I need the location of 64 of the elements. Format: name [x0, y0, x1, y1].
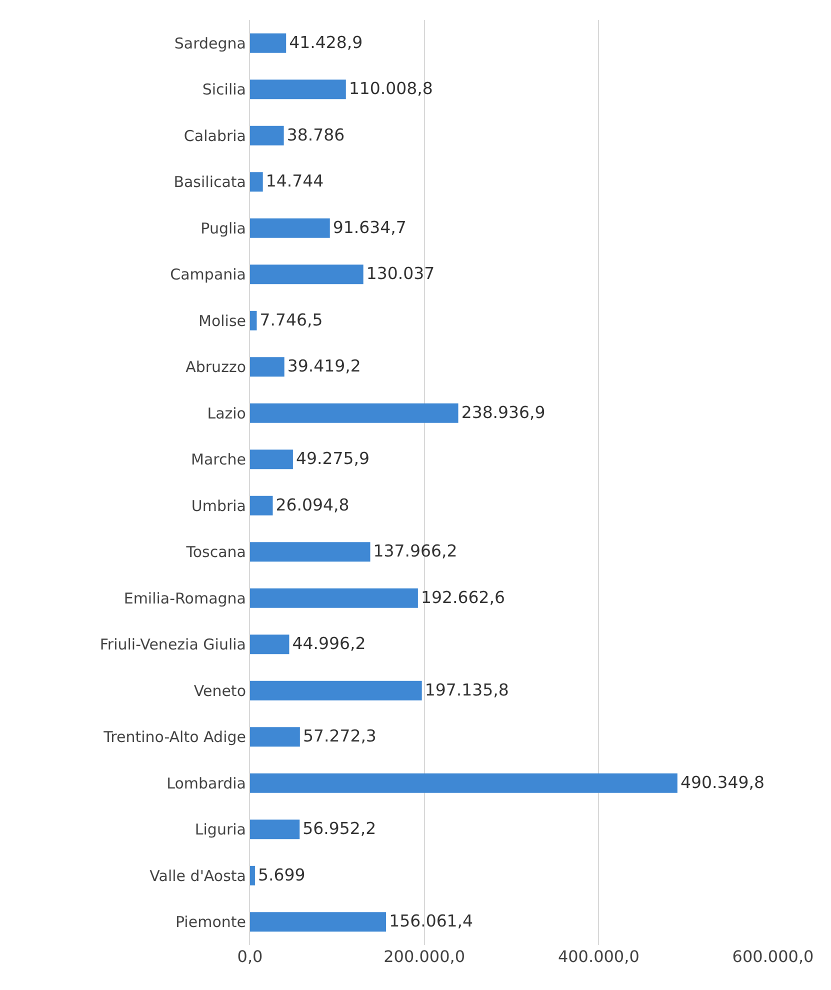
- x-tick-label: 200.000,0: [384, 947, 466, 966]
- y-tick-label: Piemonte: [175, 913, 246, 932]
- y-tick-label: Basilicata: [174, 173, 246, 192]
- y-tick-label: Campania: [170, 266, 246, 284]
- y-tick-label: Marche: [191, 450, 246, 469]
- bar: [250, 218, 330, 238]
- bar: [250, 727, 300, 747]
- bar: [250, 33, 286, 53]
- bar: [250, 773, 678, 793]
- y-tick-label: Veneto: [194, 682, 246, 700]
- bar: [250, 450, 293, 470]
- data-label: 14.744: [266, 172, 324, 191]
- bar: [250, 126, 284, 146]
- y-tick-label: Umbria: [191, 496, 246, 515]
- data-label: 26.094,8: [276, 495, 350, 514]
- bar: [250, 542, 370, 562]
- bar: [250, 588, 418, 608]
- bar: [250, 80, 346, 100]
- data-label: 238.936,9: [461, 402, 546, 422]
- bar: [250, 264, 364, 284]
- bar: [250, 680, 422, 700]
- y-tick-label: Puglia: [200, 219, 246, 238]
- y-tick-label: Liguria: [194, 820, 246, 839]
- data-label: 39.419,2: [287, 356, 361, 376]
- bar: [250, 820, 300, 840]
- bar: [250, 172, 263, 192]
- y-tick-label: Emilia-Romagna: [124, 589, 246, 608]
- data-label: 49.275,9: [296, 449, 370, 468]
- data-label: 41.428,9: [289, 32, 363, 52]
- y-tick-label: Friuli-Venezia Giulia: [100, 636, 246, 654]
- y-tick-label: Trentino-Alto Adige: [102, 728, 246, 746]
- y-tick-label: Abruzzo: [186, 358, 246, 376]
- data-label: 110.008,8: [348, 79, 433, 98]
- y-tick-label: Valle d'Aosta: [150, 866, 246, 885]
- data-label: 137.966,2: [373, 542, 458, 561]
- data-label: 490.349,8: [680, 772, 764, 792]
- data-label: 57.272,3: [302, 726, 376, 746]
- y-tick-label: Lombardia: [166, 774, 246, 792]
- y-tick-label: Sardegna: [174, 34, 246, 52]
- bar: [250, 403, 458, 423]
- bar: [250, 496, 273, 516]
- data-label: 130.037: [366, 264, 435, 284]
- y-tick-label: Lazio: [207, 404, 246, 422]
- y-tick-label: Molise: [198, 312, 246, 330]
- y-tick-label: Toscana: [185, 543, 246, 562]
- x-tick-label: 0,0: [237, 947, 263, 966]
- data-label: 5.699: [258, 865, 306, 884]
- data-label: 91.634,7: [332, 218, 406, 237]
- data-label: 38.786: [286, 125, 345, 144]
- y-tick-label: Sicilia: [202, 80, 246, 99]
- bar: [250, 310, 257, 330]
- x-tick-label: 400.000,0: [558, 947, 640, 966]
- bar: [250, 634, 290, 654]
- x-tick-label: 600.000,0: [732, 947, 814, 966]
- bar: [250, 912, 386, 932]
- bar: [250, 357, 284, 377]
- data-label: 7.746,5: [260, 310, 323, 330]
- bar: [250, 866, 255, 886]
- data-label: 44.996,2: [292, 634, 366, 654]
- data-label: 156.061,4: [389, 912, 474, 931]
- y-tick-label: Calabria: [184, 126, 246, 145]
- data-label: 192.662,6: [420, 588, 505, 607]
- data-label: 56.952,2: [302, 819, 376, 838]
- data-label: 197.135,8: [424, 680, 509, 700]
